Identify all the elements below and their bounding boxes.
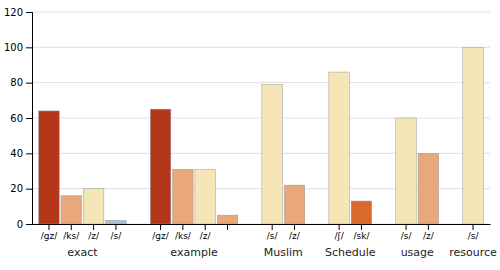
y-tick: 60 — [10, 113, 32, 124]
x-tick-mark — [473, 224, 474, 230]
y-tick-mark — [26, 47, 32, 48]
group-label: usage — [401, 246, 434, 259]
plot-area: 0 20 40 60 80 100 120/gz/ /ks/ /z/ /s/ /gz/ /ks/ /z/… — [4, 7, 497, 259]
x-tick-mark — [205, 224, 206, 230]
x-tick-mark — [406, 224, 407, 230]
y-tick: 100 — [4, 42, 32, 53]
x-tick-label: /z/ — [200, 231, 212, 241]
y-tick-label: 120 — [4, 7, 23, 18]
grid-line — [32, 82, 490, 83]
x-tick-label: /ks/ — [175, 231, 192, 241]
x-tick-mark — [48, 224, 49, 230]
bar — [396, 118, 417, 224]
x-tick-label: /s/ — [468, 231, 480, 241]
x-tick-label: /z/ — [423, 231, 435, 241]
x-tick: /z/ — [88, 224, 100, 241]
x-tick-mark — [93, 224, 94, 230]
bar — [106, 220, 127, 224]
bar — [83, 189, 104, 224]
grid-line — [32, 118, 490, 119]
x-tick-label: /ʃ/ — [335, 231, 345, 241]
x-tick: /ks/ — [175, 224, 192, 241]
x-tick-mark — [115, 224, 116, 230]
y-tick-mark — [26, 12, 32, 13]
x-tick: /z/ — [289, 224, 301, 241]
y-tick-label: 80 — [10, 77, 23, 88]
bar — [262, 84, 283, 224]
y-tick-mark — [26, 83, 32, 84]
x-tick-label: /ks/ — [63, 231, 80, 241]
y-tick-mark — [26, 153, 32, 154]
y-tick-mark — [26, 189, 32, 190]
y-tick: 80 — [10, 77, 32, 88]
y-tick-label: 0 — [17, 219, 23, 230]
x-tick-label: /s/ — [111, 231, 123, 241]
x-tick: /sk/ — [353, 224, 370, 241]
x-tick-label: /s/ — [267, 231, 279, 241]
x-tick-mark — [71, 224, 72, 230]
x-tick-label: /sk/ — [353, 231, 370, 241]
x-tick: /ʃ/ — [335, 224, 345, 241]
y-tick: 20 — [10, 183, 32, 194]
y-axis-line — [26, 13, 33, 225]
x-tick-mark — [160, 224, 161, 230]
x-tick-mark — [339, 224, 340, 230]
x-tick: /z/ — [200, 224, 212, 241]
group-label: Muslim — [264, 246, 303, 259]
bar — [61, 196, 82, 224]
bar — [150, 109, 171, 224]
x-tick-mark — [294, 224, 295, 230]
y-axis: 0 20 40 60 80 100 120 — [4, 7, 33, 230]
y-tick-label: 60 — [10, 113, 23, 124]
y-tick-label: 100 — [4, 42, 23, 53]
bars — [39, 47, 484, 224]
bar — [418, 153, 439, 224]
group-labels: exact example Muslim Schedule usage resource — [67, 246, 497, 259]
y-tick: 40 — [10, 148, 32, 159]
y-tick-mark — [26, 224, 32, 225]
bar — [284, 185, 305, 224]
x-tick-label: /s/ — [401, 231, 413, 241]
y-tick-label: 40 — [10, 148, 23, 159]
bar — [173, 169, 194, 224]
group-label: Schedule — [325, 246, 376, 259]
x-tick-label: /z/ — [88, 231, 100, 241]
x-tick: /z/ — [423, 224, 435, 241]
x-tick-mark — [182, 224, 183, 230]
y-tick: 0 — [17, 219, 32, 230]
x-tick: /s/ — [401, 224, 413, 241]
x-tick-mark — [361, 224, 362, 230]
x-tick: /gz/ — [152, 224, 169, 241]
grid-line — [32, 47, 490, 48]
x-tick — [227, 224, 228, 230]
chart: 0 20 40 60 80 100 120/gz/ /ks/ /z/ /s/ /gz/ /ks/ /z/… — [0, 0, 500, 270]
bar — [217, 215, 238, 224]
group-label: exact — [67, 246, 98, 259]
bar — [463, 47, 484, 224]
x-tick-mark — [227, 224, 228, 230]
x-tick: /ks/ — [63, 224, 80, 241]
y-tick: 120 — [4, 7, 32, 18]
x-axis: /gz/ /ks/ /z/ /s/ /gz/ /ks/ /z/ /s/ /z/ /ʃ/ /sk/ /s… — [33, 224, 491, 241]
bar — [329, 72, 350, 224]
x-tick: /s/ — [111, 224, 123, 241]
group-label: example — [170, 246, 218, 259]
x-tick-mark — [428, 224, 429, 230]
grid-line — [32, 12, 490, 13]
x-tick: /s/ — [267, 224, 279, 241]
y-tick-label: 20 — [10, 183, 23, 194]
x-tick-label: /gz/ — [41, 231, 58, 241]
x-tick-label: /gz/ — [152, 231, 169, 241]
x-tick: /gz/ — [41, 224, 58, 241]
x-axis-line — [33, 224, 491, 225]
x-tick-mark — [272, 224, 273, 230]
bar — [351, 201, 372, 224]
x-tick-label: /z/ — [289, 231, 301, 241]
group-label: resource — [449, 246, 497, 259]
bar — [39, 111, 60, 224]
grid — [32, 12, 490, 224]
bar — [195, 169, 216, 224]
y-tick-mark — [26, 118, 32, 119]
x-tick: /s/ — [468, 224, 480, 241]
